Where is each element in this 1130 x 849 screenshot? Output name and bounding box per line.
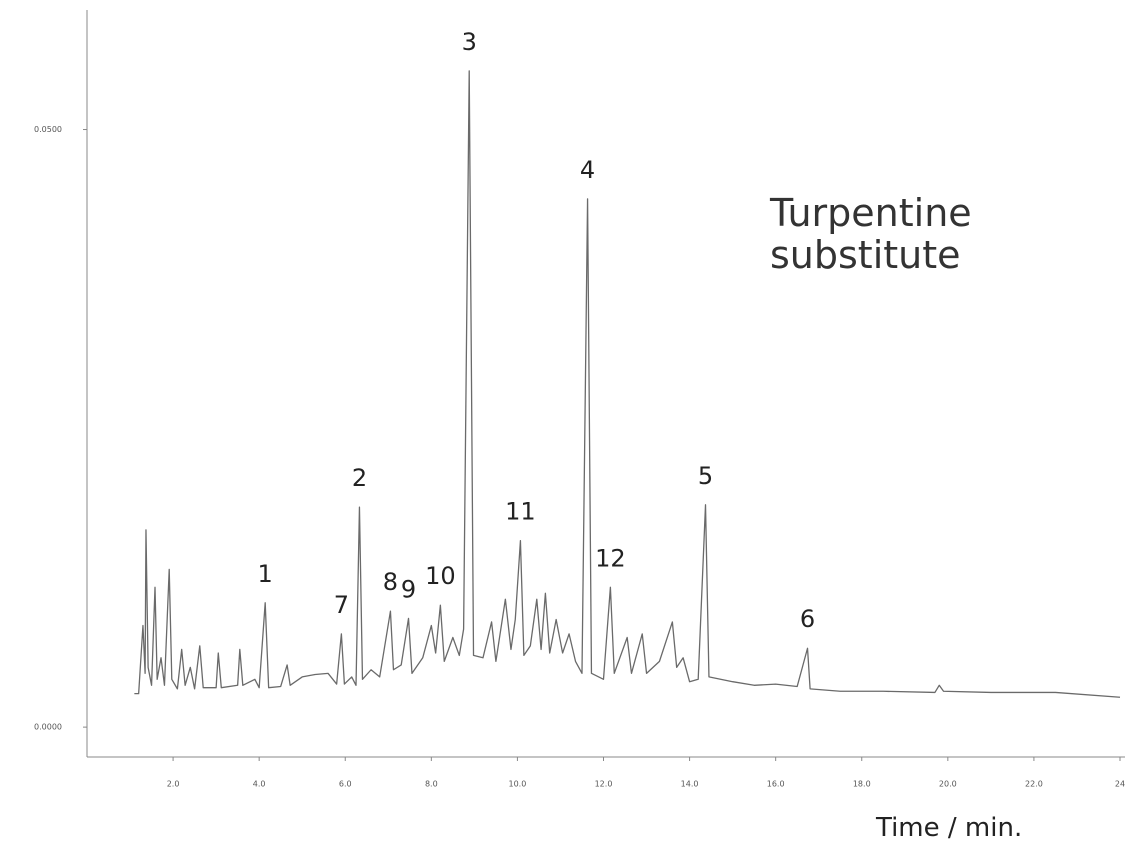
x-tick-label: 2.0 xyxy=(167,780,180,789)
peak-label: 9 xyxy=(401,575,416,603)
x-tick-label: 14.0 xyxy=(681,780,699,789)
chromatogram-trace xyxy=(134,70,1121,698)
peak-label: 7 xyxy=(334,591,349,619)
x-tick-label: 8.0 xyxy=(425,780,438,789)
peak-label: 11 xyxy=(505,498,536,526)
x-tick-label: 4.0 xyxy=(253,780,266,789)
peak-label: 8 xyxy=(383,568,398,596)
peak-label: 6 xyxy=(800,605,815,633)
x-tick-label: 10.0 xyxy=(509,780,527,789)
peak-label: 1 xyxy=(258,560,273,588)
peak-label: 2 xyxy=(352,464,367,492)
x-tick-label: 6.0 xyxy=(339,780,352,789)
y-tick-label: 0.0000 xyxy=(34,723,62,732)
x-tick-label: 22.0 xyxy=(1025,780,1043,789)
x-axis-label: Time / min. xyxy=(876,813,1023,843)
x-tick-label: 20.0 xyxy=(939,780,957,789)
y-tick-label: 0.0500 xyxy=(34,125,62,134)
x-tick-label: 16.0 xyxy=(767,780,785,789)
x-tick-label: 24 xyxy=(1115,780,1125,789)
peak-label: 4 xyxy=(580,156,595,184)
x-tick-label: 12.0 xyxy=(595,780,613,789)
x-tick-label: 18.0 xyxy=(853,780,871,789)
peak-label: 10 xyxy=(425,562,456,590)
chart-title: Turpentine substitute xyxy=(770,191,972,277)
peak-label: 5 xyxy=(698,462,713,490)
peak-label: 12 xyxy=(595,544,626,572)
peak-label: 3 xyxy=(462,28,477,56)
